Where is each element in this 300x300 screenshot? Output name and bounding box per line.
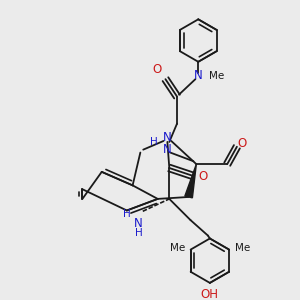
- Text: H: H: [123, 209, 131, 219]
- Text: O: O: [237, 137, 246, 150]
- Text: OH: OH: [201, 288, 219, 300]
- Text: H: H: [150, 137, 158, 147]
- Text: H: H: [134, 228, 142, 238]
- Text: N: N: [163, 143, 172, 156]
- Text: O: O: [198, 170, 208, 183]
- Text: O: O: [152, 63, 162, 76]
- Text: Me: Me: [169, 243, 185, 253]
- Text: Me: Me: [209, 71, 224, 81]
- Text: N: N: [194, 69, 203, 82]
- Text: N: N: [163, 130, 172, 144]
- Polygon shape: [185, 164, 196, 198]
- Text: N: N: [134, 217, 143, 230]
- Text: Me: Me: [235, 243, 250, 253]
